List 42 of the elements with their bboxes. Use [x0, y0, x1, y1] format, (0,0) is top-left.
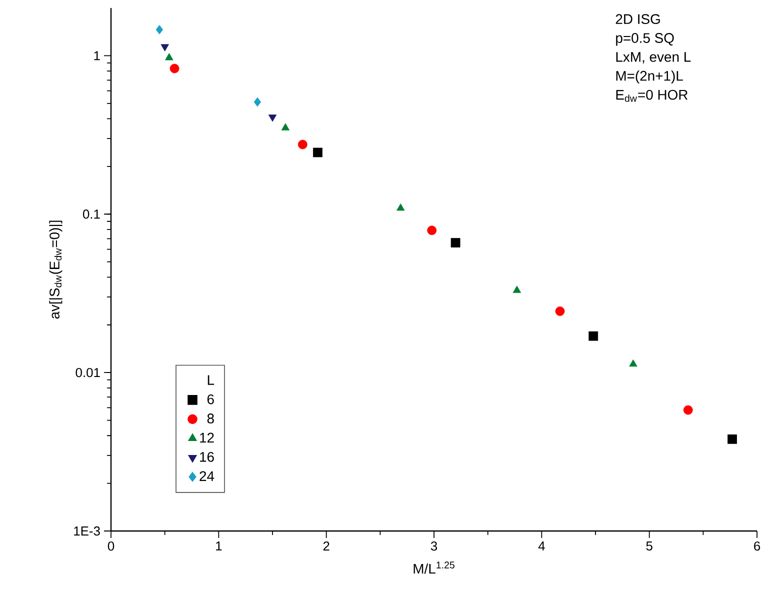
x-tick-label: 3	[430, 541, 438, 551]
legend-label: 6	[207, 394, 214, 404]
x-tick-label: 1	[216, 541, 222, 550]
y-tick-label: 1E-3	[74, 526, 100, 536]
point	[512, 286, 522, 293]
x-tick-label: 5	[646, 541, 652, 551]
legend-label: 12	[200, 432, 214, 443]
legend-title: L	[208, 375, 214, 385]
point	[160, 44, 169, 52]
point	[450, 238, 460, 248]
x-axis-title: M/L$^{1.25}$	[414, 562, 454, 574]
point	[588, 331, 598, 341]
point	[728, 434, 737, 444]
annotation: M=(2n+1)L	[616, 70, 683, 84]
point	[629, 359, 638, 367]
point	[683, 405, 693, 415]
legend-label: 8	[207, 414, 214, 424]
point	[268, 114, 277, 122]
annotation: 2D ISG	[616, 14, 660, 24]
x-tick-label: 4	[538, 541, 545, 550]
x-tick-label: 2	[323, 541, 330, 551]
annotation: LxM, even L	[616, 52, 691, 64]
legend-label: 24	[200, 471, 214, 481]
x-tick-label: 6	[754, 541, 760, 551]
y-tick-label: 1	[94, 51, 100, 60]
point	[396, 204, 405, 211]
point	[555, 306, 565, 316]
x-tick-label: 0	[108, 541, 114, 551]
point	[298, 140, 308, 150]
point	[170, 64, 180, 74]
point	[281, 123, 290, 130]
point	[313, 148, 322, 158]
y-tick-label: 0.01	[76, 368, 100, 378]
point	[427, 226, 437, 236]
y-axis-title: av[|S$_{dw}$(E$_{dw}$=0)|]	[49, 220, 62, 319]
legend-label: 16	[200, 452, 214, 462]
point	[254, 97, 262, 107]
y-tick-label: 0.1	[82, 210, 100, 219]
point	[165, 53, 174, 60]
point	[156, 24, 164, 34]
annotation: p=0.5 SQ	[616, 33, 674, 46]
annotation: E$_{dw}$=0 HOR	[616, 90, 688, 102]
